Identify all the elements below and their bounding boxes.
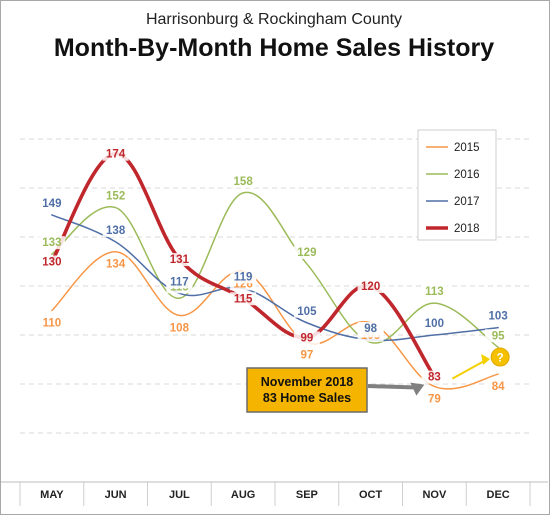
data-label-2015: 108	[170, 322, 190, 334]
callout-box	[246, 367, 368, 413]
data-label-2017: 117	[170, 276, 189, 288]
data-label-bg	[293, 245, 320, 259]
data-label-2015: 84	[492, 381, 505, 393]
data-label-2018: 99	[300, 332, 313, 344]
legend-label-2015: 2015	[454, 142, 480, 154]
x-tick-label: OCT	[359, 489, 383, 501]
data-label-bg	[421, 285, 448, 299]
data-label-2016: 95	[492, 330, 505, 342]
data-label-bg	[102, 223, 129, 237]
data-label-2018: 130	[42, 257, 61, 269]
legend-label-2018: 2018	[454, 223, 480, 235]
series-line-2016	[51, 191, 499, 348]
chart-subtitle: Harrisonburg & Rockingham County	[145, 11, 403, 28]
data-label-bg	[38, 255, 65, 269]
data-label-bg	[38, 236, 65, 250]
data-label-2016: 158	[234, 176, 254, 188]
legend-label-2016: 2016	[454, 169, 480, 181]
legend-box	[417, 129, 497, 241]
x-axis-ticks: MAY JUN JUL AUG SEP OCT NOV DEC	[40, 489, 510, 501]
x-tick-label: DEC	[487, 489, 510, 501]
data-label-bg	[485, 309, 512, 323]
data-label-bg	[485, 329, 512, 343]
data-label-bg	[102, 257, 129, 271]
data-label-bg	[230, 292, 257, 306]
data-label-bg	[38, 316, 65, 330]
data-label-bg	[421, 317, 448, 330]
data-label-bg	[357, 280, 384, 293]
callout-arrow-head	[410, 382, 425, 396]
legend-label-2017: 2017	[454, 196, 480, 208]
data-label-bg	[230, 174, 257, 188]
data-label-bg	[166, 253, 193, 267]
series-line-2017	[51, 214, 499, 342]
data-label-2017: 103	[489, 311, 508, 323]
data-label-bg	[102, 189, 129, 203]
data-label-2017: 98	[364, 323, 377, 335]
data-label-bg	[357, 321, 384, 335]
data-label-2017: 105	[297, 306, 317, 318]
data-label-bg	[421, 392, 448, 406]
data-label-2015: 97	[300, 349, 313, 361]
x-tick-label: SEP	[296, 489, 318, 501]
data-label-bg	[293, 348, 320, 362]
x-tick-label: JUL	[169, 489, 190, 501]
data-label-2016: 133	[42, 237, 61, 249]
data-label-2016: 129	[297, 247, 316, 259]
data-label-bg	[166, 321, 193, 335]
data-label-2016: 152	[106, 191, 125, 203]
data-label-bg	[485, 380, 512, 394]
callout: November 2018 83 Home Sales?	[246, 347, 510, 413]
data-label-2016: 113	[425, 286, 444, 298]
callout-line-2: 83 Home Sales	[263, 391, 351, 405]
data-label-2017: 138	[106, 225, 126, 237]
x-tick-label: NOV	[422, 489, 447, 501]
question-mark: ?	[497, 353, 504, 365]
callout-line-1: November 2018	[261, 375, 353, 389]
callout-arrow-shaft	[367, 384, 421, 390]
x-tick-label: JUN	[105, 489, 127, 501]
data-label-2017: 119	[234, 271, 253, 283]
data-label-2018: 174	[106, 149, 126, 161]
data-label-bg	[421, 370, 448, 384]
data-label-2015: 110	[43, 318, 62, 330]
series-line-2015	[51, 250, 499, 390]
data-label-bg	[38, 196, 65, 210]
forecast-arrow-head	[481, 354, 491, 366]
data-label-2018: 83	[428, 372, 441, 384]
data-label-2017: 100	[425, 318, 444, 330]
data-label-2018: 131	[170, 254, 190, 266]
data-label-bg	[230, 270, 257, 284]
data-label-bg	[293, 304, 320, 318]
data-label-bg	[293, 331, 320, 345]
data-label-2018: 120	[361, 281, 380, 293]
data-label-bg	[166, 275, 193, 289]
data-label-2015: 79	[428, 393, 441, 405]
question-bubble	[490, 347, 510, 367]
data-label-2015: 134	[106, 259, 126, 271]
legend: 2015 2016 2017 2018	[417, 129, 497, 241]
x-tick-label: MAY	[40, 489, 64, 501]
data-label-2017: 149	[42, 198, 61, 210]
x-tick-label: AUG	[231, 489, 255, 501]
forecast-arrow-shaft	[451, 359, 487, 380]
data-label-2018: 115	[234, 293, 253, 305]
data-labels: 1101341081269710579841331521151581299711…	[38, 147, 512, 406]
chart-title: Month-By-Month Home Sales History	[53, 34, 495, 62]
data-label-bg	[102, 147, 129, 161]
